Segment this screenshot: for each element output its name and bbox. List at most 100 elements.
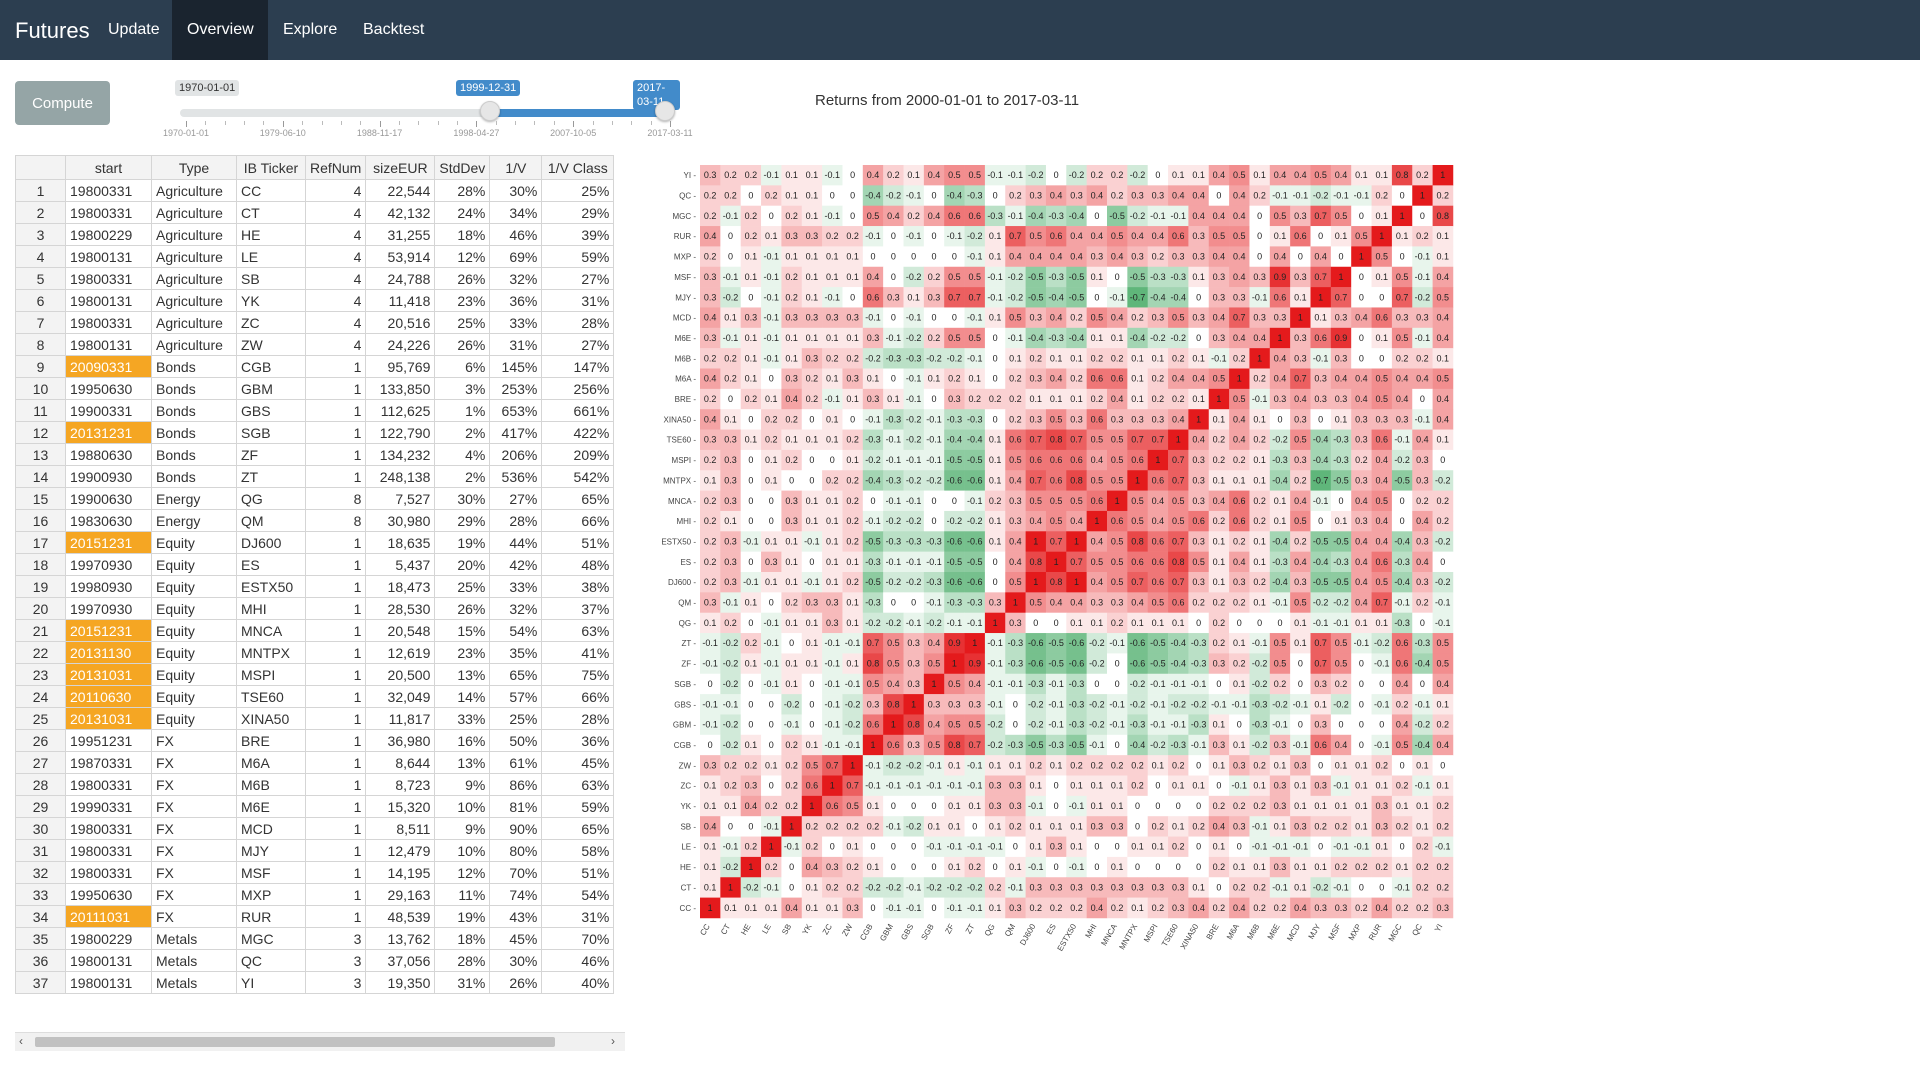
table-cell[interactable]: 19 xyxy=(15,575,66,598)
table-cell[interactable]: 10% xyxy=(434,795,491,818)
table-cell[interactable]: DJ600 xyxy=(236,531,306,554)
table-cell[interactable]: FX xyxy=(151,839,237,862)
table-row[interactable]: 31 19800331 FX MJY 1 12,479 10% 80% 58% xyxy=(15,839,615,862)
table-cell[interactable]: 1 xyxy=(304,553,367,576)
table-cell[interactable]: 4 xyxy=(304,223,367,246)
compute-button[interactable]: Compute xyxy=(15,81,110,125)
scroll-right-arrow-icon[interactable]: › xyxy=(611,1034,615,1048)
table-cell[interactable]: 4 xyxy=(304,201,367,224)
table-cell[interactable]: 19800331 xyxy=(65,201,152,224)
table-cell[interactable]: Equity xyxy=(151,663,237,686)
table-cell[interactable]: HE xyxy=(236,223,306,246)
table-cell[interactable]: 4 xyxy=(15,245,66,268)
table-cell[interactable]: 75% xyxy=(541,663,615,686)
table-cell[interactable]: 28,530 xyxy=(365,597,436,620)
table-cell[interactable]: 18,473 xyxy=(365,575,436,598)
table-cell[interactable]: 19980930 xyxy=(65,575,152,598)
table-cell[interactable]: MCD xyxy=(236,817,306,840)
table-cell[interactable]: MSF xyxy=(236,861,306,884)
table-cell[interactable]: 61% xyxy=(489,751,543,774)
table-cell[interactable]: 19800331 xyxy=(65,773,152,796)
table-cell[interactable]: 29% xyxy=(541,201,615,224)
table-cell[interactable]: 1% xyxy=(434,399,491,422)
table-cell[interactable]: YI xyxy=(236,971,306,994)
table-cell[interactable]: CGB xyxy=(236,355,306,378)
table-cell[interactable]: 20,500 xyxy=(365,663,436,686)
table-cell[interactable]: 19880630 xyxy=(65,443,152,466)
table-cell[interactable]: Equity xyxy=(151,575,237,598)
table-cell[interactable]: 1 xyxy=(304,817,367,840)
table-cell[interactable]: 1 xyxy=(304,685,367,708)
table-row[interactable]: 32 19800331 FX MSF 1 14,195 12% 70% 51% xyxy=(15,861,615,884)
table-cell[interactable]: 11,817 xyxy=(365,707,436,730)
table-cell[interactable]: 253% xyxy=(489,377,543,400)
table-row[interactable]: 2 19800331 Agriculture CT 4 42,132 24% 34% 29% xyxy=(15,201,615,224)
table-cell[interactable]: 54% xyxy=(489,619,543,642)
table-cell[interactable]: 24,226 xyxy=(365,333,436,356)
table-cell[interactable]: CC xyxy=(236,179,306,202)
table-cell[interactable]: 11 xyxy=(15,399,66,422)
table-cell[interactable]: Bonds xyxy=(151,377,237,400)
table-cell[interactable]: 14% xyxy=(434,685,491,708)
table-cell[interactable]: 36% xyxy=(489,289,543,312)
table-cell[interactable]: 43% xyxy=(489,905,543,928)
table-row[interactable]: 14 19900930 Bonds ZT 1 248,138 2% 536% 542% xyxy=(15,465,615,488)
table-cell[interactable]: 90% xyxy=(489,817,543,840)
table-cell[interactable]: 5 xyxy=(15,267,66,290)
table-row[interactable]: 29 19990331 FX M6E 1 15,320 10% 81% 59% xyxy=(15,795,615,818)
table-cell[interactable]: 41% xyxy=(541,641,615,664)
table-cell[interactable]: 32 xyxy=(15,861,66,884)
table-cell[interactable]: 37% xyxy=(541,597,615,620)
table-cell[interactable]: Bonds xyxy=(151,355,237,378)
table-cell[interactable]: 9 xyxy=(15,355,66,378)
table-cell[interactable]: 33 xyxy=(15,883,66,906)
table-cell[interactable]: 19% xyxy=(434,531,491,554)
table-cell[interactable]: 10 xyxy=(15,377,66,400)
table-cell[interactable]: 15,320 xyxy=(365,795,436,818)
table-cell[interactable]: 51% xyxy=(541,861,615,884)
table-cell[interactable]: 1 xyxy=(304,399,367,422)
nav-backtest[interactable]: Backtest xyxy=(363,21,425,38)
table-cell[interactable]: 15% xyxy=(434,619,491,642)
column-header[interactable] xyxy=(15,155,66,180)
table-cell[interactable]: 19900331 xyxy=(65,399,152,422)
table-cell[interactable]: 19800131 xyxy=(65,245,152,268)
column-header[interactable]: 1/V xyxy=(489,155,543,180)
table-cell[interactable]: Agriculture xyxy=(151,245,237,268)
table-cell[interactable]: 27 xyxy=(15,751,66,774)
table-row[interactable]: 15 19900630 Energy QG 8 7,527 30% 27% 65% xyxy=(15,487,615,510)
table-row[interactable]: 9 20090331 Bonds CGB 1 95,769 6% 145% 147% xyxy=(15,355,615,378)
table-cell[interactable]: 19800131 xyxy=(65,949,152,972)
column-header[interactable]: Type xyxy=(151,155,237,180)
table-cell[interactable]: 8 xyxy=(15,333,66,356)
table-cell[interactable]: 1 xyxy=(304,421,367,444)
table-cell[interactable]: 29 xyxy=(15,795,66,818)
table-cell[interactable]: 65% xyxy=(541,817,615,840)
table-row[interactable]: 21 20151231 Equity MNCA 1 20,548 15% 54% 63% xyxy=(15,619,615,642)
table-cell[interactable]: 20111031 xyxy=(65,905,152,928)
table-cell[interactable]: Energy xyxy=(151,509,237,532)
table-cell[interactable]: 16 xyxy=(15,509,66,532)
table-cell[interactable]: 1 xyxy=(304,795,367,818)
table-cell[interactable]: 18% xyxy=(434,927,491,950)
table-row[interactable]: 13 19880630 Bonds ZF 1 134,232 4% 206% 209% xyxy=(15,443,615,466)
table-cell[interactable]: 4 xyxy=(304,333,367,356)
table-cell[interactable]: 36,980 xyxy=(365,729,436,752)
table-row[interactable]: 24 20110630 Equity TSE60 1 32,049 14% 57% 66% xyxy=(15,685,615,708)
table-cell[interactable]: 8,511 xyxy=(365,817,436,840)
table-cell[interactable]: 20151231 xyxy=(65,531,152,554)
table-cell[interactable]: 36 xyxy=(15,949,66,972)
nav-overview[interactable]: Overview xyxy=(172,0,268,60)
table-cell[interactable]: 3 xyxy=(304,949,367,972)
table-cell[interactable]: 42% xyxy=(489,553,543,576)
table-cell[interactable]: MJY xyxy=(236,839,306,862)
table-cell[interactable]: 20131231 xyxy=(65,421,152,444)
table-cell[interactable]: 133,850 xyxy=(365,377,436,400)
table-cell[interactable]: 33% xyxy=(489,575,543,598)
table-cell[interactable]: M6B xyxy=(236,773,306,796)
table-cell[interactable]: 17 xyxy=(15,531,66,554)
table-cell[interactable]: 4 xyxy=(304,311,367,334)
table-cell[interactable]: 26% xyxy=(434,333,491,356)
table-cell[interactable]: 20,548 xyxy=(365,619,436,642)
table-cell[interactable]: 9% xyxy=(434,773,491,796)
